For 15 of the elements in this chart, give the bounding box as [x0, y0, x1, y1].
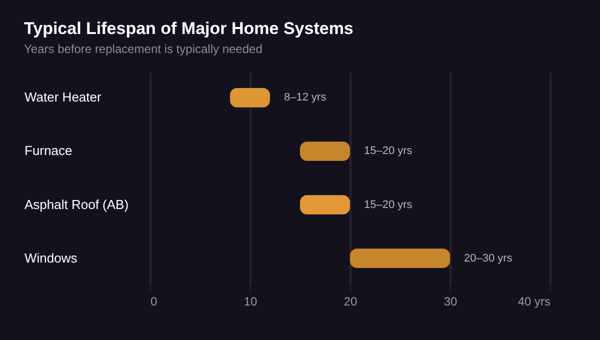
data-label: 8–12 yrs	[284, 92, 327, 104]
x-tick-label: 20	[344, 294, 358, 308]
y-tick-label: Water Heater	[24, 90, 102, 105]
data-label: 20–30 yrs	[464, 252, 513, 264]
chart-subtitle: Years before replacement is typically needed	[24, 42, 262, 56]
y-tick-label: Asphalt Roof (AB)	[24, 196, 129, 212]
x-tick-label: 30	[444, 294, 458, 308]
x-tick-label: 10	[244, 294, 258, 308]
data-label: 15–20 yrs	[364, 198, 413, 211]
x-tick-label: 0	[150, 294, 158, 308]
data-label: 15–20 yrs	[364, 145, 413, 158]
y-tick-label: Windows	[24, 250, 78, 266]
y-tick-label: Furnace	[24, 143, 72, 158]
x-tick-label: 40 yrs	[518, 294, 550, 308]
chart-title: Typical Lifespan of Major Home Systems	[24, 19, 354, 38]
